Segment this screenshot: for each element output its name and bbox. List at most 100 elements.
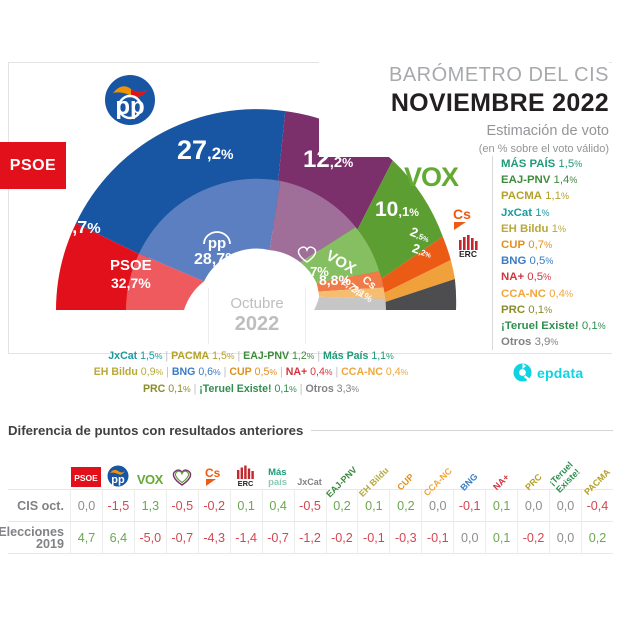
legend-item-name: ¡Teruel Existe! bbox=[501, 320, 579, 333]
legend-item-value: 3,9% bbox=[534, 336, 559, 349]
difference-section-header: Diferencia de puntos con resultados ante… bbox=[8, 423, 613, 438]
epdata-logo-icon bbox=[513, 363, 532, 382]
table-column-header: EH Bildu bbox=[357, 443, 391, 499]
table-column-header: pp bbox=[102, 443, 134, 489]
table-cell: -0,1 bbox=[357, 522, 389, 553]
table-cell: 0,1 bbox=[485, 522, 517, 553]
inner-label-psoe: PSOE 32,7% bbox=[110, 257, 152, 291]
legend-separator: | bbox=[190, 382, 200, 395]
section-rule bbox=[311, 430, 613, 431]
table-cell: -0,2 bbox=[517, 522, 549, 553]
legend-item-name: PRC bbox=[501, 303, 526, 316]
header-subtitle: Estimación de voto bbox=[486, 123, 609, 139]
table-cell: 0,0 bbox=[549, 490, 581, 521]
legend-item: JxCat 1% bbox=[501, 205, 621, 221]
legend-item-value: 1,5% bbox=[558, 158, 583, 170]
inner-seg-otros bbox=[314, 296, 386, 310]
table-column-header: BNG bbox=[453, 443, 485, 492]
table-row-label: Elecciones 2019 bbox=[0, 524, 64, 551]
table-row: CIS oct. 0,0 -1,5 1,3 -0,5 -0,2 0,1 0,4 -0,5 0,2 0… bbox=[8, 489, 613, 521]
psoe-logo-icon: PSOE bbox=[70, 467, 101, 487]
table-header-row: PSOE pp VOX Cs ERC Más país JxCat EAJ-PNV EH Bild… bbox=[8, 443, 613, 499]
pp-logo-icon: pp bbox=[107, 465, 129, 487]
table-cell: -0,1 bbox=[453, 490, 485, 521]
legend-item: EAJ-PNV 1,4% bbox=[501, 172, 621, 188]
table-cell: -0,4 bbox=[581, 490, 613, 521]
table-cell: -0,7 bbox=[165, 522, 198, 553]
outer-value-pp: 27,2% bbox=[177, 135, 234, 165]
legend-line: JxCat 1,5% | PACMA 1,5% | EAJ-PNV 1,2% |… bbox=[8, 348, 494, 364]
legend-item: ¡Teruel Existe! 0,1% bbox=[199, 382, 297, 395]
legend-item-value: 0,5% bbox=[529, 255, 554, 268]
chart-header: BARÓMETRO DEL CIS NOVIEMBRE 2022 Estimac… bbox=[319, 62, 609, 157]
legend-item: NA+ 0,5% bbox=[501, 269, 621, 285]
legend-item-value: 1,1% bbox=[545, 190, 569, 203]
legend-item: PACMA 1,5% bbox=[171, 350, 235, 362]
maspais-logo-icon: Más país bbox=[268, 467, 288, 488]
table-cell: -4,3 bbox=[197, 522, 230, 553]
outer-seg-otros bbox=[374, 279, 457, 310]
inner-label-vox: 8,8% bbox=[319, 272, 351, 288]
table-cell: 4,7 bbox=[70, 522, 102, 553]
table-cell: 0,0 bbox=[453, 522, 485, 553]
sumar-inner-heart-icon bbox=[297, 246, 317, 263]
donut-inner-ring bbox=[126, 178, 386, 310]
minor-parties-legend: MÁS PAÍS 1,5% EAJ-PNV 1,4% PACMA 1,1% JxCat… bbox=[492, 156, 621, 351]
chart-panel: PSOE pp VOX Cs bbox=[0, 62, 621, 395]
table-column-header: Cs bbox=[198, 443, 230, 489]
inner-seg-cs bbox=[316, 271, 384, 292]
legend-separator: | bbox=[314, 350, 324, 362]
table-column-header: JxCat bbox=[294, 443, 326, 489]
table-column-header: ¡Teruel Existe! bbox=[547, 443, 582, 495]
svg-text:PSOE: PSOE bbox=[74, 473, 98, 483]
legend-item: PRC 0,1% bbox=[501, 302, 621, 318]
column-label-rotated: NA+ bbox=[491, 472, 512, 492]
erc-logo-icon: ERC bbox=[236, 465, 254, 487]
legend-item: EAJ-PNV 1,2% bbox=[243, 350, 315, 362]
legend-item-name: EAJ-PNV bbox=[501, 174, 551, 187]
vox-logo-icon: VOX bbox=[136, 472, 163, 487]
table-cell: -5,0 bbox=[133, 522, 166, 553]
legend-separator: | bbox=[296, 382, 306, 395]
legend-item-value: 1,4% bbox=[553, 174, 578, 187]
table-cell: 0,4 bbox=[261, 490, 294, 521]
legend-item-value: 1% bbox=[551, 222, 566, 235]
table-cell: 0,2 bbox=[389, 490, 421, 521]
pp-inner-logo-icon: pp bbox=[203, 231, 231, 252]
legend-separator: | bbox=[220, 366, 230, 379]
svg-text:Cs: Cs bbox=[453, 206, 471, 222]
cs-logo-icon: Cs bbox=[205, 466, 220, 486]
inner-ring-period-label: Octubre 2022 bbox=[208, 288, 306, 344]
psoe-flag-label: PSOE bbox=[0, 142, 66, 189]
legend-item: BNG 0,6% bbox=[171, 366, 221, 379]
table-column-header: PACMA bbox=[581, 443, 613, 497]
legend-item-name: JxCat bbox=[501, 206, 533, 219]
inner-seg-erc bbox=[318, 287, 386, 299]
legend-item-name: CUP bbox=[501, 239, 526, 252]
outer-seg-erc bbox=[372, 259, 455, 306]
outer-value-vox: 10,1% bbox=[375, 198, 419, 221]
table-cell: -0,1 bbox=[421, 522, 453, 553]
pp-logo-icon: pp bbox=[105, 75, 155, 125]
legend-item: CCA-NC 0,4% bbox=[341, 366, 409, 379]
legend-item-name: NA+ bbox=[501, 271, 525, 284]
table-row-label: CIS oct. bbox=[17, 498, 64, 513]
table-column-header: NA+ bbox=[485, 443, 517, 492]
legend-item: CUP 0,5% bbox=[229, 366, 278, 379]
table-cell: -0,7 bbox=[261, 522, 294, 553]
table-cell: 0,1 bbox=[357, 490, 389, 521]
cs-logo-icon: Cs bbox=[453, 206, 471, 230]
panel-frame bbox=[8, 62, 612, 354]
table-column-header: ERC bbox=[230, 443, 262, 489]
svg-text:ERC: ERC bbox=[237, 479, 253, 487]
difference-table: PSOE pp VOX Cs ERC Más país JxCat EAJ-PNV EH Bild… bbox=[0, 443, 613, 554]
page-title: NOVIEMBRE 2022 bbox=[390, 89, 609, 117]
legend-item-name: MÁS PAÍS bbox=[501, 158, 556, 170]
legend-item: NA+ 0,4% bbox=[285, 366, 333, 379]
legend-item-value: 0,1% bbox=[528, 303, 553, 316]
legend-item: PACMA 1,1% bbox=[501, 188, 621, 204]
table-column-header: CCA-NC bbox=[421, 443, 453, 498]
legend-line: EH Bildu 0,9% | BNG 0,6% | CUP 0,5% | NA… bbox=[8, 364, 494, 380]
header-kicker: BARÓMETRO DEL CIS bbox=[388, 64, 609, 86]
